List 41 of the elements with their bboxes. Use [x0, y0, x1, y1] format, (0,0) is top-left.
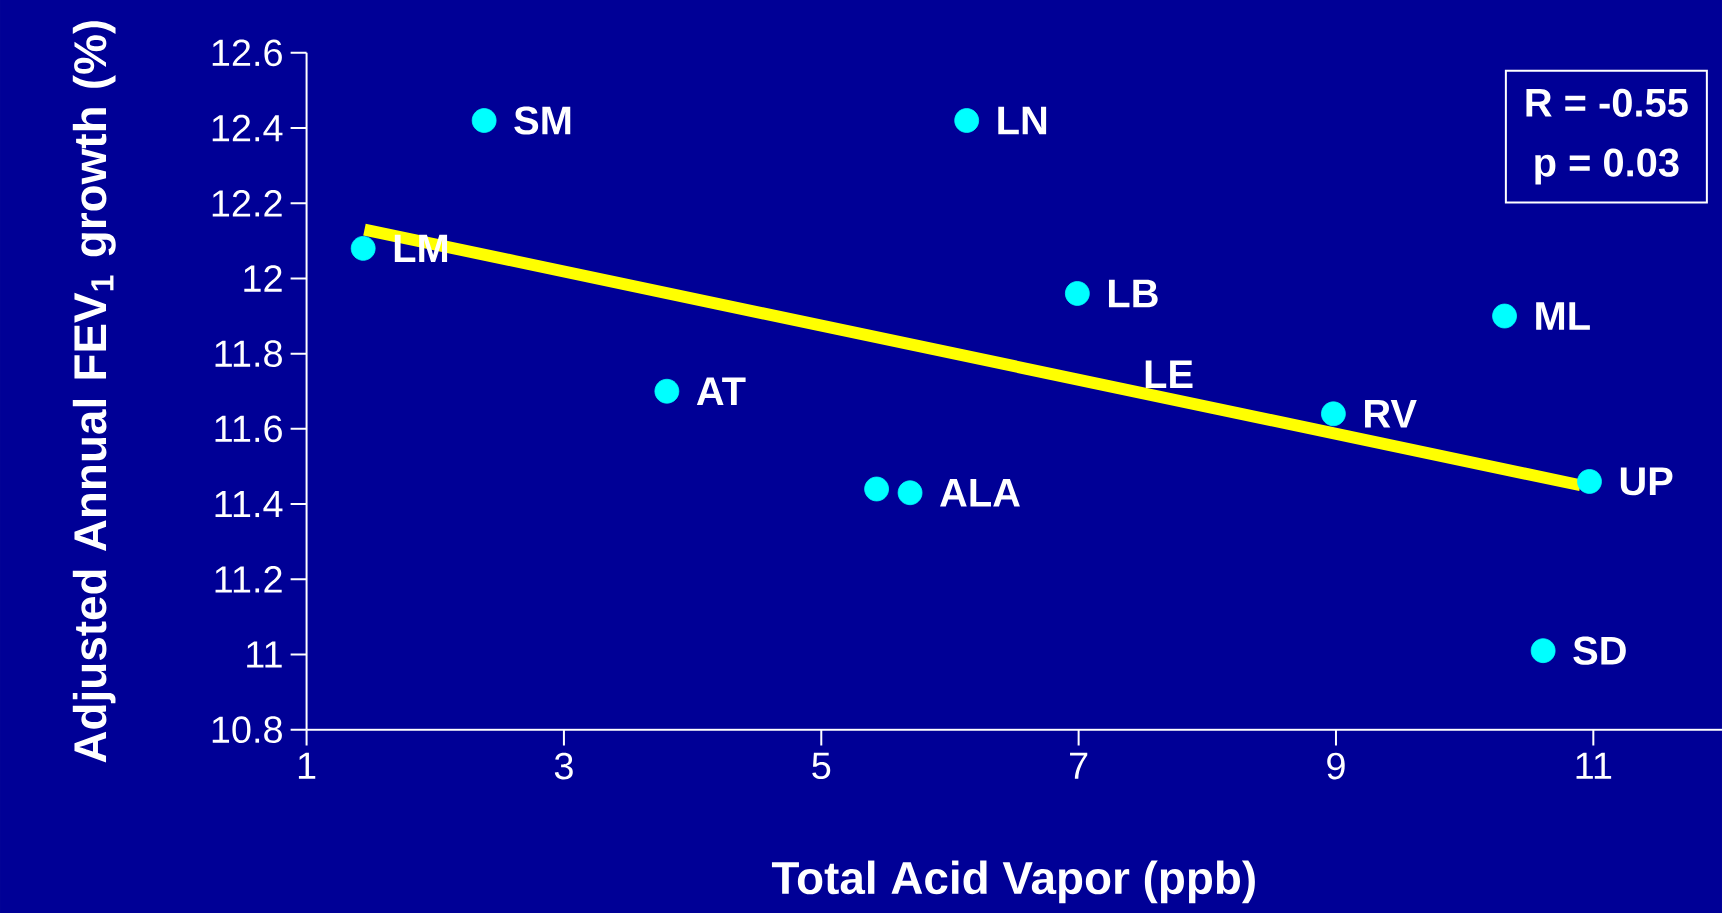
data-label: LB: [1108, 279, 1158, 308]
point: [1321, 401, 1346, 427]
point: [471, 108, 497, 133]
y-tick-label: 11.6: [215, 415, 282, 443]
y-tick-label: 10.8: [212, 716, 282, 744]
y-tick-label: 11.4: [215, 491, 283, 518]
data-label: ALA: [940, 479, 1020, 507]
data-label: SM: [514, 106, 571, 135]
y-tick-label: 12.6: [212, 39, 282, 67]
data-label: LN: [998, 106, 1047, 135]
annotation: LE: [1145, 360, 1193, 389]
x-tick-label: 7: [1070, 752, 1088, 779]
data-label: AT: [696, 377, 746, 405]
annotation: p = 0.03: [1535, 148, 1679, 185]
data-label: RV: [1365, 400, 1417, 428]
point: [1530, 638, 1556, 664]
y-tick-label: 11.2: [215, 565, 282, 593]
data-label: SD: [1573, 636, 1626, 665]
y-tick-label: 12.2: [212, 189, 282, 217]
point: [1492, 303, 1517, 329]
y-tick-label: 11: [247, 641, 282, 668]
x-tick-label: 9: [1327, 752, 1345, 780]
x-tick-label: 11: [1576, 752, 1612, 779]
point: [654, 378, 680, 404]
y-tick-label: 12: [244, 265, 282, 292]
point: [954, 108, 980, 133]
x-tick-label: 3: [554, 752, 573, 780]
x-tick-label: 5: [812, 752, 831, 780]
annotation: R = -0.55: [1526, 88, 1688, 117]
point: [350, 235, 376, 261]
x-axis-title: Total Acid Vapor (ppb): [771, 860, 1255, 904]
point: [897, 480, 923, 506]
y-tick-label: 11.8: [215, 340, 282, 368]
y-tick-label: 12.4: [212, 114, 283, 142]
point: [1577, 469, 1602, 494]
data-label: ML: [1536, 302, 1590, 330]
x-tick-label: 1: [298, 752, 316, 779]
point: [1064, 281, 1090, 306]
point: [864, 476, 889, 502]
y-axis-title: Adjusted Annual FEV$_{1}$ growth (%): [72, 21, 116, 763]
data-label: UP: [1620, 467, 1673, 496]
